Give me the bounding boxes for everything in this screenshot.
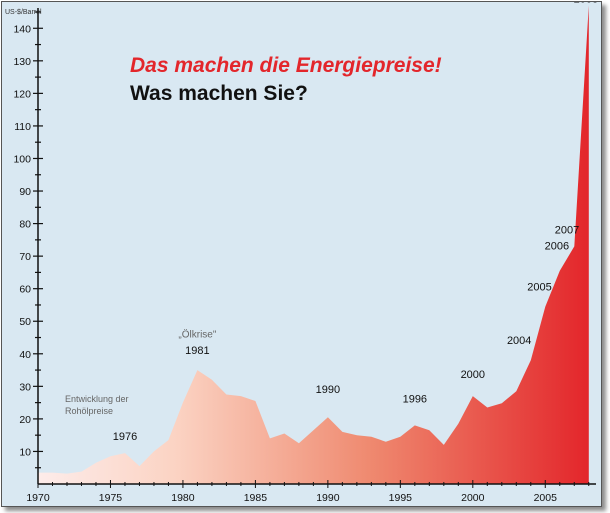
y-axis-unit-label: US-$/Barrel (5, 9, 42, 16)
year-annotations: 1976 1981 „Ölkrise" 1990 1996 2000 2004 2005 200… (113, 2, 598, 443)
chart-frame: US-$/Barrel Entwicklung der Rohölpreise … (1, 1, 602, 507)
headline-energy-prices: Das machen die Energiepreise! (130, 54, 442, 77)
y-tick-label: 100 (13, 153, 31, 165)
x-tick-label: 1985 (244, 492, 268, 504)
chart-note-line-2: Rohölpreise (65, 406, 113, 416)
x-tick-label: 1990 (316, 492, 340, 504)
year-label-1996: 1996 (403, 394, 427, 406)
y-tick-label: 130 (13, 56, 31, 68)
year-label-1976: 1976 (113, 431, 137, 443)
chart-note-line-1: Entwicklung der (65, 394, 129, 404)
headline-question: Was machen Sie? (130, 82, 308, 105)
year-label-2008: 2008 (574, 2, 598, 5)
x-tick-label: 2005 (534, 492, 558, 504)
year-label-2000: 2000 (461, 369, 485, 381)
y-tick-label: 30 (19, 381, 31, 393)
x-tick-label: 1970 (26, 492, 50, 504)
y-tick-label: 140 (13, 23, 31, 35)
year-label-2004: 2004 (507, 335, 531, 347)
year-label-2007: 2007 (555, 224, 579, 236)
year-label-2006: 2006 (545, 241, 569, 253)
x-tick-label: 1995 (389, 492, 413, 504)
y-tick-label: 90 (19, 186, 31, 198)
y-tick-label: 110 (14, 121, 31, 133)
y-tick-label: 10 (19, 446, 31, 458)
oil-price-chart: US-$/Barrel Entwicklung der Rohölpreise … (5, 2, 598, 504)
year-label-1981: 1981 (185, 345, 209, 357)
x-tick-label: 2000 (461, 492, 485, 504)
x-tick-label: 1980 (171, 492, 195, 504)
y-tick-label: 40 (19, 349, 31, 361)
year-label-2005: 2005 (527, 281, 551, 293)
y-tick-label: 60 (19, 284, 31, 296)
year-label-1990: 1990 (316, 384, 340, 396)
y-tick-label: 20 (19, 414, 31, 426)
oil-crisis-label: „Ölkrise" (178, 329, 216, 341)
price-area-series (38, 5, 589, 484)
x-tick-label: 1975 (99, 492, 123, 504)
y-tick-label: 50 (19, 316, 31, 328)
axis-ticks: 10 20 30 40 50 60 70 80 90 100 110 120 130 140 1970 197… (13, 11, 590, 504)
y-tick-label: 70 (19, 251, 31, 263)
y-tick-label: 120 (13, 88, 31, 100)
y-tick-label: 80 (19, 219, 31, 231)
